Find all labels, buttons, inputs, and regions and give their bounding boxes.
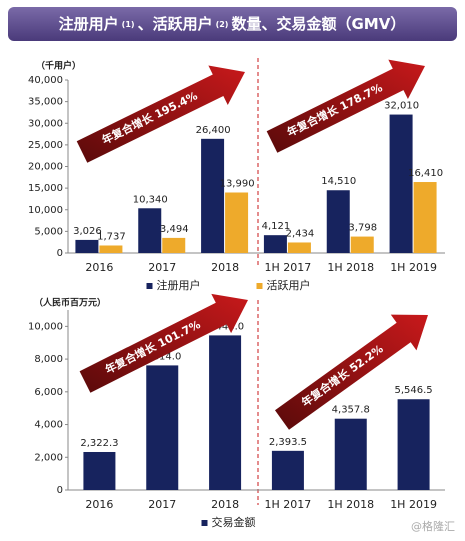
watermark: @格隆汇 [411, 519, 455, 533]
unit-label: （人民币百万元） [34, 297, 106, 309]
x-tick-label: 2017 [148, 261, 176, 274]
header-title: 注册用户 (1) 、活跃用户 (2) 数量、交易金额（GMV） [59, 15, 406, 33]
y-tick-label: 15,000 [28, 183, 63, 194]
data-label: 7,614.0 [143, 351, 181, 362]
bar [389, 114, 413, 253]
y-tick-label: 35,000 [28, 97, 63, 108]
bar [326, 190, 350, 253]
bar [138, 208, 162, 253]
y-tick-label: 8,000 [34, 354, 63, 365]
y-tick-label: 30,000 [28, 118, 63, 129]
data-label: 32,010 [384, 101, 419, 112]
data-label: 2,393.5 [269, 437, 307, 448]
x-tick-label: 1H 2019 [390, 261, 437, 274]
legend-swatch [201, 520, 208, 526]
legend-swatch [256, 283, 263, 289]
data-label: 4,121 [262, 221, 291, 232]
bar [350, 236, 374, 253]
bar [413, 182, 437, 253]
y-tick-label: 20,000 [28, 162, 63, 173]
y-tick-label: 6,000 [34, 387, 63, 398]
bar [75, 239, 99, 253]
bar [162, 237, 186, 253]
bar [83, 451, 116, 490]
data-label: 5,546.5 [394, 385, 432, 396]
legend-label: 注册用户 [157, 278, 201, 292]
bar [146, 365, 179, 490]
y-tick-label: 0 [57, 485, 63, 496]
bar [209, 335, 242, 490]
data-label: 10,340 [133, 194, 168, 205]
bar [287, 242, 311, 253]
data-label: 2,434 [286, 228, 315, 239]
growth-arrow [76, 65, 245, 163]
x-tick-label: 1H 2017 [265, 498, 312, 511]
data-label: 3,798 [348, 223, 377, 234]
x-tick-label: 2016 [85, 261, 113, 274]
growth-arrow [79, 293, 248, 393]
x-tick-label: 2017 [148, 498, 176, 511]
y-tick-label: 0 [57, 248, 63, 259]
y-tick-label: 4,000 [34, 420, 63, 431]
y-tick-label: 2,000 [34, 452, 63, 463]
bar [99, 245, 123, 253]
data-label: 26,400 [196, 125, 231, 136]
x-tick-label: 1H 2019 [390, 498, 437, 511]
bar [225, 192, 249, 253]
bar [397, 399, 430, 490]
y-tick-label: 5,000 [34, 226, 63, 237]
y-tick-label: 10,000 [28, 205, 63, 216]
y-tick-label: 40,000 [28, 75, 63, 86]
data-label: 4,357.8 [332, 405, 370, 416]
x-tick-label: 1H 2018 [327, 261, 374, 274]
x-tick-label: 2018 [211, 498, 239, 511]
x-tick-label: 1H 2018 [327, 498, 374, 511]
bar [263, 235, 287, 253]
growth-arrow [266, 59, 425, 153]
header-bar [8, 7, 457, 41]
legend-label: 交易金额 [212, 515, 256, 529]
data-label: 2,322.3 [80, 438, 118, 449]
bar [201, 138, 225, 253]
data-label: 9,448.0 [206, 321, 244, 332]
x-tick-label: 1H 2017 [265, 261, 312, 274]
data-label: 1,737 [97, 231, 126, 242]
bar [271, 450, 304, 490]
y-tick-label: 25,000 [28, 140, 63, 151]
bar [334, 418, 367, 490]
x-tick-label: 2016 [85, 498, 113, 511]
legend-label: 活跃用户 [267, 278, 311, 292]
growth-arrow [274, 314, 428, 430]
data-label: 16,410 [408, 168, 443, 179]
annotation: 年复合增长 52.2% [299, 341, 386, 409]
annotation: 年复合增长 195.4% [100, 88, 200, 147]
data-label: 13,990 [220, 178, 255, 189]
unit-label: （千用户） [36, 60, 81, 72]
data-label: 3,494 [160, 224, 189, 235]
data-label: 3,026 [73, 226, 102, 237]
legend-swatch [146, 283, 153, 289]
annotation: 年复合增长 178.7% [285, 80, 385, 139]
y-tick-label: 10,000 [28, 321, 63, 332]
x-tick-label: 2018 [211, 261, 239, 274]
data-label: 14,510 [321, 176, 356, 187]
